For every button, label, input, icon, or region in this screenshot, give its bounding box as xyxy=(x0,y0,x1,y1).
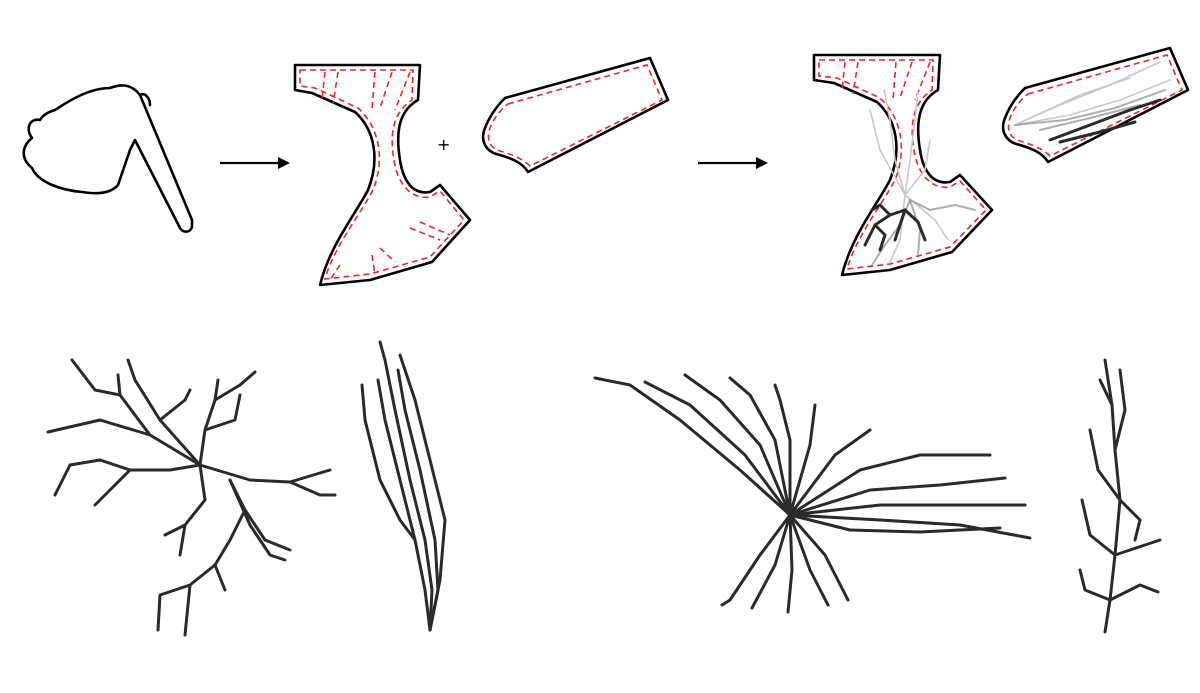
grown-piece-a xyxy=(812,53,994,277)
partitioned-piece-b xyxy=(481,56,670,174)
input-shape xyxy=(22,84,194,233)
right-arrow-icon xyxy=(220,157,290,169)
grown-piece-b xyxy=(1001,46,1190,164)
dendrite-light-lines-b xyxy=(1014,61,1171,126)
dendrite-dark-lines-b xyxy=(1048,98,1162,144)
right-arrow-icon-2 xyxy=(698,157,768,169)
bipolar-neuron xyxy=(360,340,447,632)
stellate-neuron xyxy=(46,358,337,637)
dendrite-gray-lines-b xyxy=(1014,89,1166,131)
pyramidal-neuron xyxy=(1078,358,1162,634)
partitioned-piece-a xyxy=(293,63,472,287)
plus-sign: + xyxy=(437,135,450,154)
radial-neuron xyxy=(593,373,1032,614)
dendrite-dark-lines xyxy=(863,203,927,252)
